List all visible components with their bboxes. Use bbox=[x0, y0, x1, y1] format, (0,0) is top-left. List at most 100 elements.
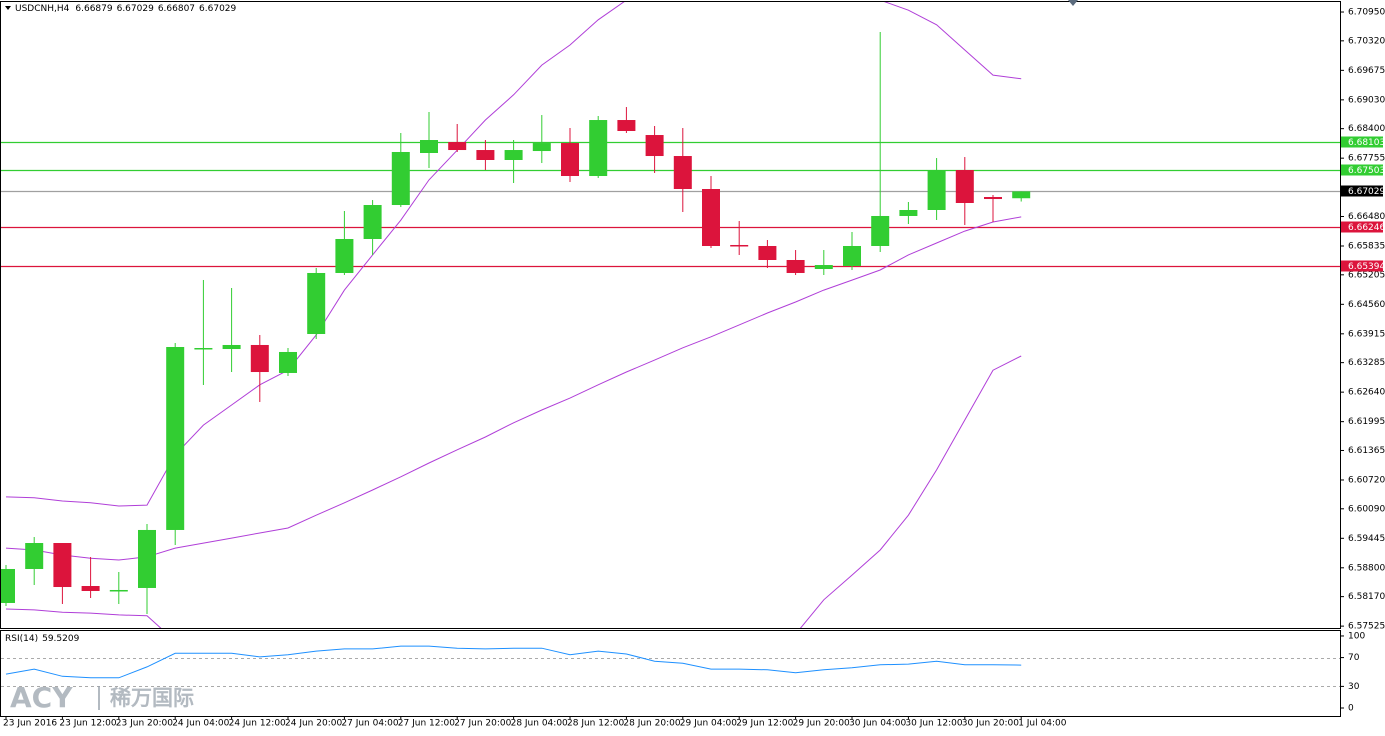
x-tick-label: 24 Jun 12:00 bbox=[229, 719, 286, 729]
x-tick-label: 28 Jun 04:00 bbox=[511, 719, 568, 729]
y-tick-label: 0 bbox=[1348, 704, 1354, 714]
candle-body bbox=[814, 265, 833, 270]
x-tick-label: 30 Jun 20:00 bbox=[962, 719, 1019, 729]
y-tick-label: 6.64560 bbox=[1348, 300, 1385, 310]
x-tick-label: 27 Jun 12:00 bbox=[398, 719, 455, 729]
candle-body bbox=[81, 586, 100, 591]
y-tick-label: 6.65835 bbox=[1348, 241, 1385, 251]
rsi-last: 59.5209 bbox=[42, 634, 79, 644]
candle-body bbox=[391, 151, 410, 206]
candle-body bbox=[194, 348, 213, 350]
rsi-header: RSI(14) 59.5209 bbox=[5, 634, 80, 644]
y-tick-label: 100 bbox=[1348, 631, 1365, 641]
candle-body bbox=[138, 529, 156, 588]
x-tick-label: 1 Jul 04:00 bbox=[1018, 719, 1067, 729]
marker-arrow bbox=[1068, 0, 1078, 6]
candle-body bbox=[899, 209, 918, 216]
candle-body bbox=[927, 170, 946, 210]
x-tick-label: 28 Jun 12:00 bbox=[567, 719, 624, 729]
candle-body bbox=[109, 589, 128, 592]
y-tick-label: 30 bbox=[1348, 682, 1360, 692]
y-tick-label: 6.63915 bbox=[1348, 329, 1385, 339]
y-tick-label: 6.61365 bbox=[1348, 446, 1385, 456]
menu-arrow bbox=[5, 6, 11, 10]
level-label-box bbox=[1341, 136, 1383, 148]
y-tick-label: 6.60720 bbox=[1348, 475, 1385, 485]
rsi-line bbox=[5, 645, 1022, 679]
y-tick-label: 6.67755 bbox=[1348, 154, 1385, 164]
watermark-brand: ACY bbox=[10, 681, 73, 714]
bollinger-band bbox=[5, 216, 1022, 561]
level-label-box bbox=[1341, 185, 1383, 197]
x-tick-label: 30 Jun 12:00 bbox=[905, 719, 962, 729]
candle-body bbox=[504, 150, 523, 160]
candle-body bbox=[25, 543, 44, 569]
y-tick-label: 70 bbox=[1348, 653, 1360, 663]
symbol: USDCNH,H4 bbox=[15, 4, 70, 14]
candle-body bbox=[843, 245, 861, 266]
symbol-header: USDCNH,H4 6.66879 6.67029 6.66807 6.67029 bbox=[15, 4, 237, 14]
x-tick-label: 29 Jun 20:00 bbox=[793, 719, 850, 729]
y-tick-label: 6.61995 bbox=[1348, 417, 1385, 427]
price-frame bbox=[0, 1, 1341, 629]
candle-body bbox=[589, 120, 608, 177]
y-tick-label: 6.57525 bbox=[1348, 622, 1385, 632]
candle-body bbox=[786, 259, 805, 273]
x-tick-label: 24 Jun 04:00 bbox=[172, 719, 229, 729]
bollinger-band bbox=[5, 355, 1022, 628]
candle-body bbox=[617, 120, 636, 131]
candle-body bbox=[955, 170, 974, 203]
x-tick-label: 27 Jun 20:00 bbox=[454, 719, 511, 729]
y-tick-label: 6.69675 bbox=[1348, 66, 1385, 76]
y-tick-label: 6.62640 bbox=[1348, 388, 1385, 398]
level-label-box bbox=[1341, 260, 1383, 272]
candle-body bbox=[702, 188, 720, 246]
candle-body bbox=[1, 568, 15, 603]
level-label: 6.67503 bbox=[1348, 166, 1385, 176]
candle-body bbox=[984, 197, 1002, 200]
y-tick-label: 6.70950 bbox=[1348, 8, 1385, 18]
candle-body bbox=[166, 346, 185, 530]
x-tick-label: 23 Jun 2016 bbox=[3, 719, 57, 729]
candle-body bbox=[730, 244, 749, 247]
x-tick-label: 23 Jun 20:00 bbox=[116, 719, 173, 729]
price-plot bbox=[1, 2, 1340, 628]
candle-body bbox=[673, 156, 692, 189]
rsi-title: RSI(14) bbox=[5, 634, 38, 644]
last-low: 6.66807 bbox=[158, 4, 195, 14]
watermark-name: 稀万国际 bbox=[110, 686, 194, 710]
y-tick-label: 6.68400 bbox=[1348, 124, 1385, 134]
y-tick-label: 6.59445 bbox=[1348, 534, 1385, 544]
candle-body bbox=[871, 215, 890, 246]
candle-body bbox=[645, 135, 664, 157]
y-tick-label: 6.66480 bbox=[1348, 212, 1385, 222]
candle-body bbox=[476, 150, 495, 160]
y-tick-label: 6.65205 bbox=[1348, 270, 1385, 280]
y-tick-label: 6.60090 bbox=[1348, 504, 1385, 514]
level-label-box bbox=[1341, 164, 1383, 176]
candle-body bbox=[1012, 191, 1031, 199]
candle-body bbox=[279, 351, 297, 373]
last-high: 6.67029 bbox=[117, 4, 154, 14]
y-tick-label: 6.69030 bbox=[1348, 95, 1385, 105]
last-close: 6.67029 bbox=[199, 4, 236, 14]
candle-body bbox=[448, 142, 467, 151]
level-label: 6.67029 bbox=[1348, 187, 1385, 197]
rsi-plot bbox=[1, 645, 1340, 687]
y-tick-label: 6.58170 bbox=[1348, 592, 1385, 602]
y-tick-label: 6.63285 bbox=[1348, 358, 1385, 368]
candle-body bbox=[420, 140, 438, 153]
rsi-frame bbox=[0, 630, 1341, 717]
y-tick-label: 6.70320 bbox=[1348, 36, 1385, 46]
x-tick-label: 27 Jun 04:00 bbox=[341, 719, 398, 729]
candle-body bbox=[53, 543, 72, 588]
candle-body bbox=[758, 245, 777, 260]
level-label: 6.68103 bbox=[1348, 138, 1385, 148]
candle-body bbox=[363, 205, 382, 239]
candle-body bbox=[250, 344, 269, 373]
candle-body bbox=[335, 238, 354, 273]
level-label: 6.66246 bbox=[1348, 223, 1385, 233]
axes: 6.70950 6.70320 6.69675 6.69030 6.68400 6.677… bbox=[3, 8, 1385, 729]
